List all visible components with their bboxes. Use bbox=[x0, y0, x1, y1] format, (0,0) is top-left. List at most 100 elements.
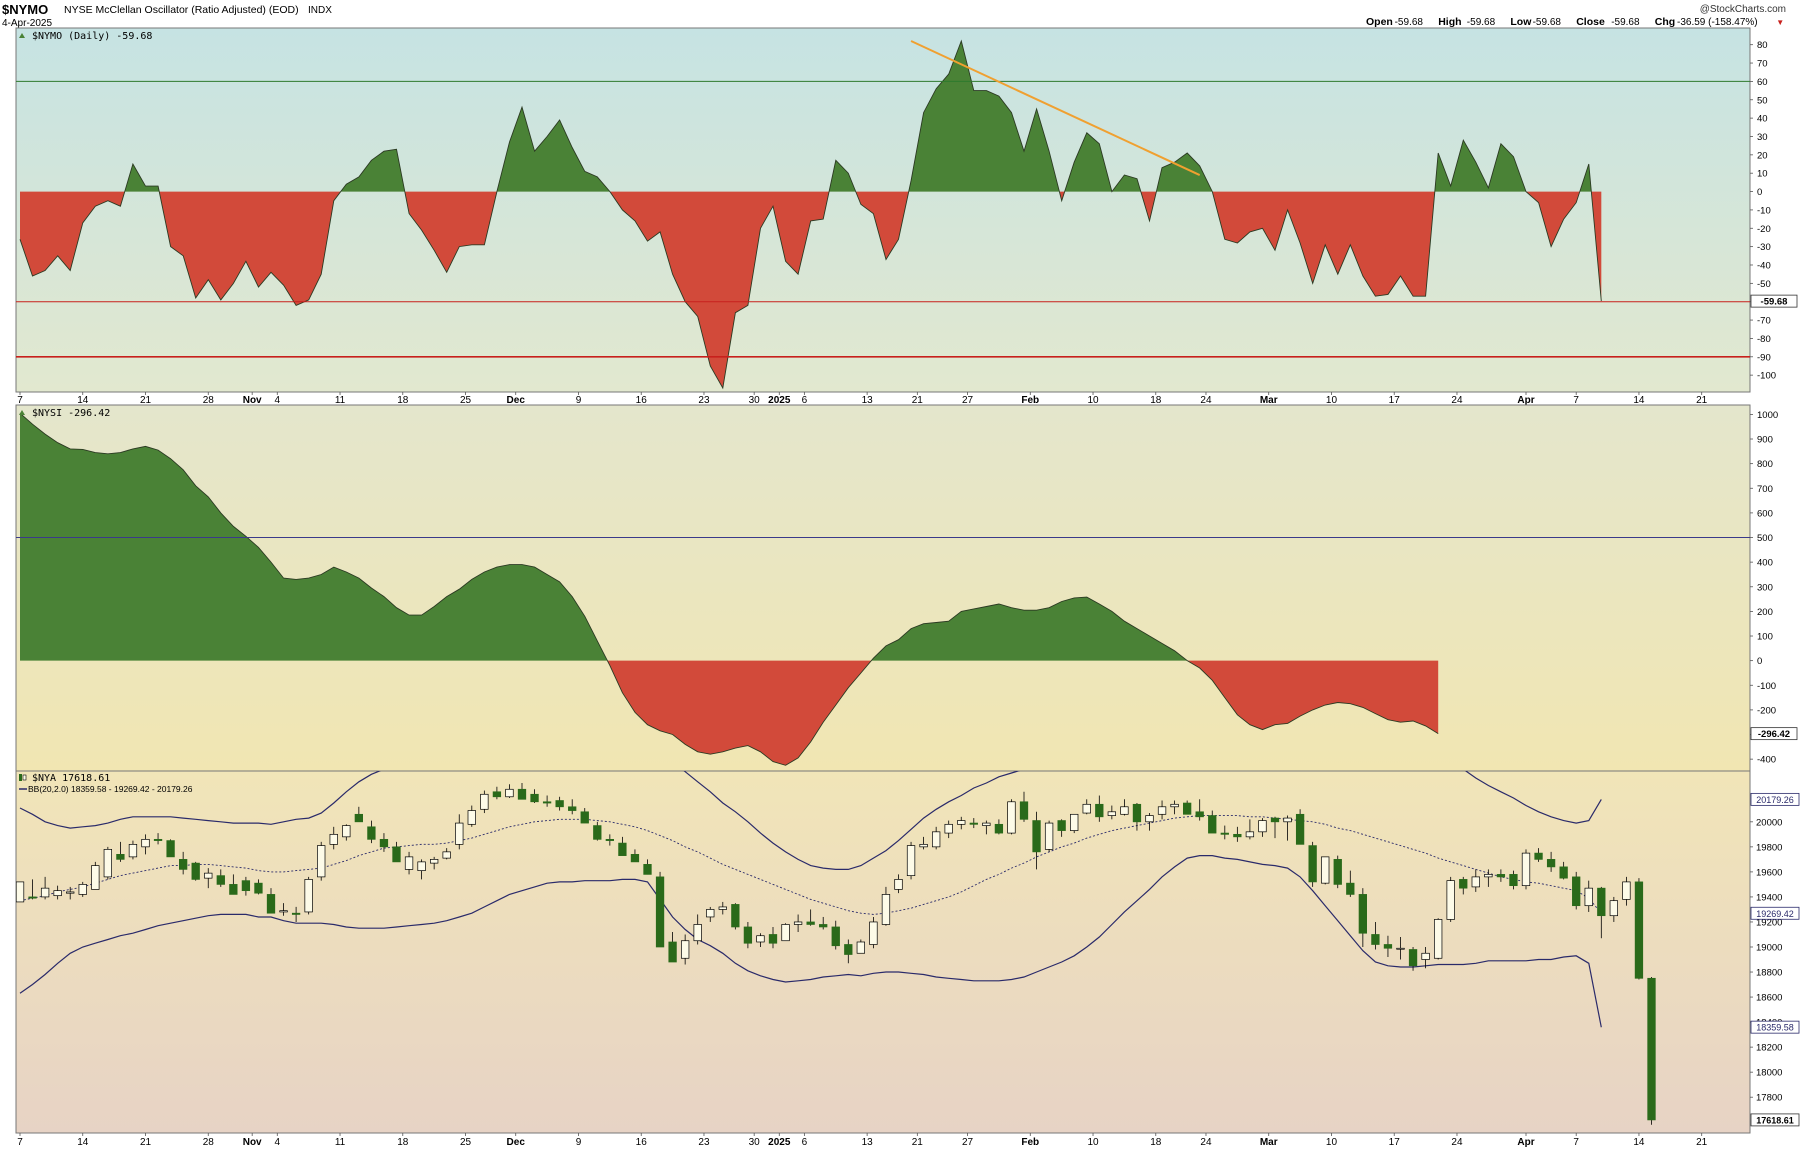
candle-body bbox=[1321, 856, 1330, 884]
candle-body bbox=[1107, 811, 1117, 816]
candle-body bbox=[1609, 900, 1619, 917]
candle-body bbox=[1070, 813, 1079, 831]
x-tick-label: 7 bbox=[17, 1137, 23, 1148]
candle-body bbox=[630, 854, 640, 863]
area-legend-icon bbox=[19, 410, 25, 415]
candle-body bbox=[191, 862, 200, 880]
x-tick-label: 4 bbox=[274, 395, 280, 406]
y-tick-label: 200 bbox=[1757, 607, 1773, 618]
x-tick-label: 21 bbox=[140, 395, 152, 406]
ohlc-label: Close bbox=[1576, 16, 1605, 28]
candle-body bbox=[166, 840, 175, 858]
y-tick-label: 700 bbox=[1757, 484, 1773, 495]
x-tick-label: 18 bbox=[397, 395, 409, 406]
candle-body bbox=[1233, 833, 1242, 838]
candle-body bbox=[1433, 919, 1443, 959]
x-tick-label: Apr bbox=[1517, 1137, 1534, 1148]
candle-body bbox=[266, 894, 276, 914]
x-tick-label: 24 bbox=[1200, 1137, 1212, 1148]
negative-area bbox=[1059, 191, 1065, 201]
candle-body bbox=[229, 884, 238, 895]
candle-body bbox=[994, 823, 1004, 834]
chart-name: NYSE McClellan Oscillator (Ratio Adjuste… bbox=[64, 4, 299, 16]
candle-body bbox=[1509, 874, 1518, 887]
candle-body bbox=[216, 875, 225, 885]
candle-body bbox=[153, 838, 163, 841]
candle-body bbox=[1559, 866, 1568, 879]
y-tick-label: 80 bbox=[1757, 40, 1768, 51]
y-tick-label: -10 bbox=[1757, 205, 1771, 216]
negative-area bbox=[1187, 660, 1439, 734]
x-tick-label: 17 bbox=[1389, 1137, 1401, 1148]
candle-body bbox=[467, 810, 476, 825]
x-tick-label: 14 bbox=[1633, 1137, 1645, 1148]
candle-body bbox=[894, 879, 903, 890]
ohlc-value: -36.59 (-158.47%) bbox=[1677, 17, 1758, 28]
candle-body bbox=[643, 864, 652, 875]
ohlc-label: Chg bbox=[1655, 16, 1675, 28]
last-value-tag bbox=[1750, 727, 1798, 741]
series-line bbox=[19, 412, 1439, 766]
y-tick-label: -100 bbox=[1757, 681, 1776, 692]
y-tick-label: 19200 bbox=[1756, 917, 1782, 928]
x-tick-label: 30 bbox=[749, 1137, 761, 1148]
y-tick-label: 18600 bbox=[1756, 993, 1782, 1004]
last-value-label: -296.42 bbox=[1758, 729, 1790, 740]
candle-body bbox=[1396, 947, 1405, 950]
candle-body bbox=[1572, 876, 1581, 907]
x-tick-label: 7 bbox=[1573, 1137, 1579, 1148]
y-tick-label: -200 bbox=[1757, 705, 1776, 716]
candle-body bbox=[906, 845, 916, 876]
candle-body bbox=[819, 924, 828, 928]
x-tick-label: Apr bbox=[1517, 395, 1534, 406]
candle-body bbox=[279, 910, 288, 913]
x-tick-label: 16 bbox=[636, 1137, 648, 1148]
positive-area bbox=[1434, 140, 1526, 192]
x-tick-label: 18 bbox=[397, 1137, 409, 1148]
chart-date: 4-Apr-2025 bbox=[2, 18, 52, 29]
ohlc-value: -59.68 bbox=[1611, 17, 1640, 28]
y-tick-label: 18800 bbox=[1756, 968, 1782, 979]
y-tick-label: 50 bbox=[1757, 95, 1768, 106]
candle-body bbox=[756, 935, 765, 943]
candle-body bbox=[392, 846, 401, 863]
candle-body bbox=[969, 822, 978, 825]
candle-body bbox=[618, 842, 627, 856]
nymo-title: $NYMO (Daily) -59.68 bbox=[32, 31, 152, 42]
positive-area bbox=[496, 107, 610, 192]
x-tick-label: 10 bbox=[1087, 1137, 1099, 1148]
candle-body bbox=[1521, 852, 1531, 887]
candle-body bbox=[1295, 813, 1305, 845]
nysi-panel: 10009008007006005004003002001000-100-200… bbox=[15, 404, 1798, 772]
y-tick-label: -20 bbox=[1757, 224, 1771, 235]
x-tick-label: 25 bbox=[460, 395, 472, 406]
candle-body bbox=[530, 793, 539, 803]
candle-body bbox=[1258, 820, 1267, 833]
y-tick-label: 30 bbox=[1757, 132, 1768, 143]
candle-body bbox=[1421, 952, 1430, 960]
candle-body bbox=[1308, 845, 1317, 883]
candle-body bbox=[1634, 881, 1644, 979]
negative-area bbox=[159, 191, 341, 306]
y-tick-label: 800 bbox=[1757, 459, 1773, 470]
price-tag bbox=[1750, 1113, 1800, 1127]
candle-body bbox=[869, 921, 878, 945]
candle-body bbox=[1132, 803, 1142, 823]
positive-area bbox=[908, 41, 1060, 192]
ohlc-value: -59.68 bbox=[1395, 17, 1424, 28]
candle-body bbox=[1597, 887, 1606, 917]
candle-body bbox=[781, 924, 790, 942]
negative-area bbox=[20, 191, 125, 276]
price-tag bbox=[1750, 906, 1800, 920]
x-tick-label: 14 bbox=[1633, 395, 1645, 406]
candle-body bbox=[1496, 874, 1506, 878]
x-tick-label: 7 bbox=[1573, 395, 1579, 406]
ohlc-label: High bbox=[1438, 16, 1461, 28]
x-tick-label: 24 bbox=[1451, 1137, 1463, 1148]
candle-body bbox=[1459, 879, 1468, 889]
x-tick-label: 21 bbox=[1696, 395, 1708, 406]
candle-body bbox=[179, 859, 188, 870]
x-tick-label: 13 bbox=[862, 395, 874, 406]
candle-body bbox=[404, 856, 414, 870]
candle-body bbox=[1283, 817, 1292, 823]
